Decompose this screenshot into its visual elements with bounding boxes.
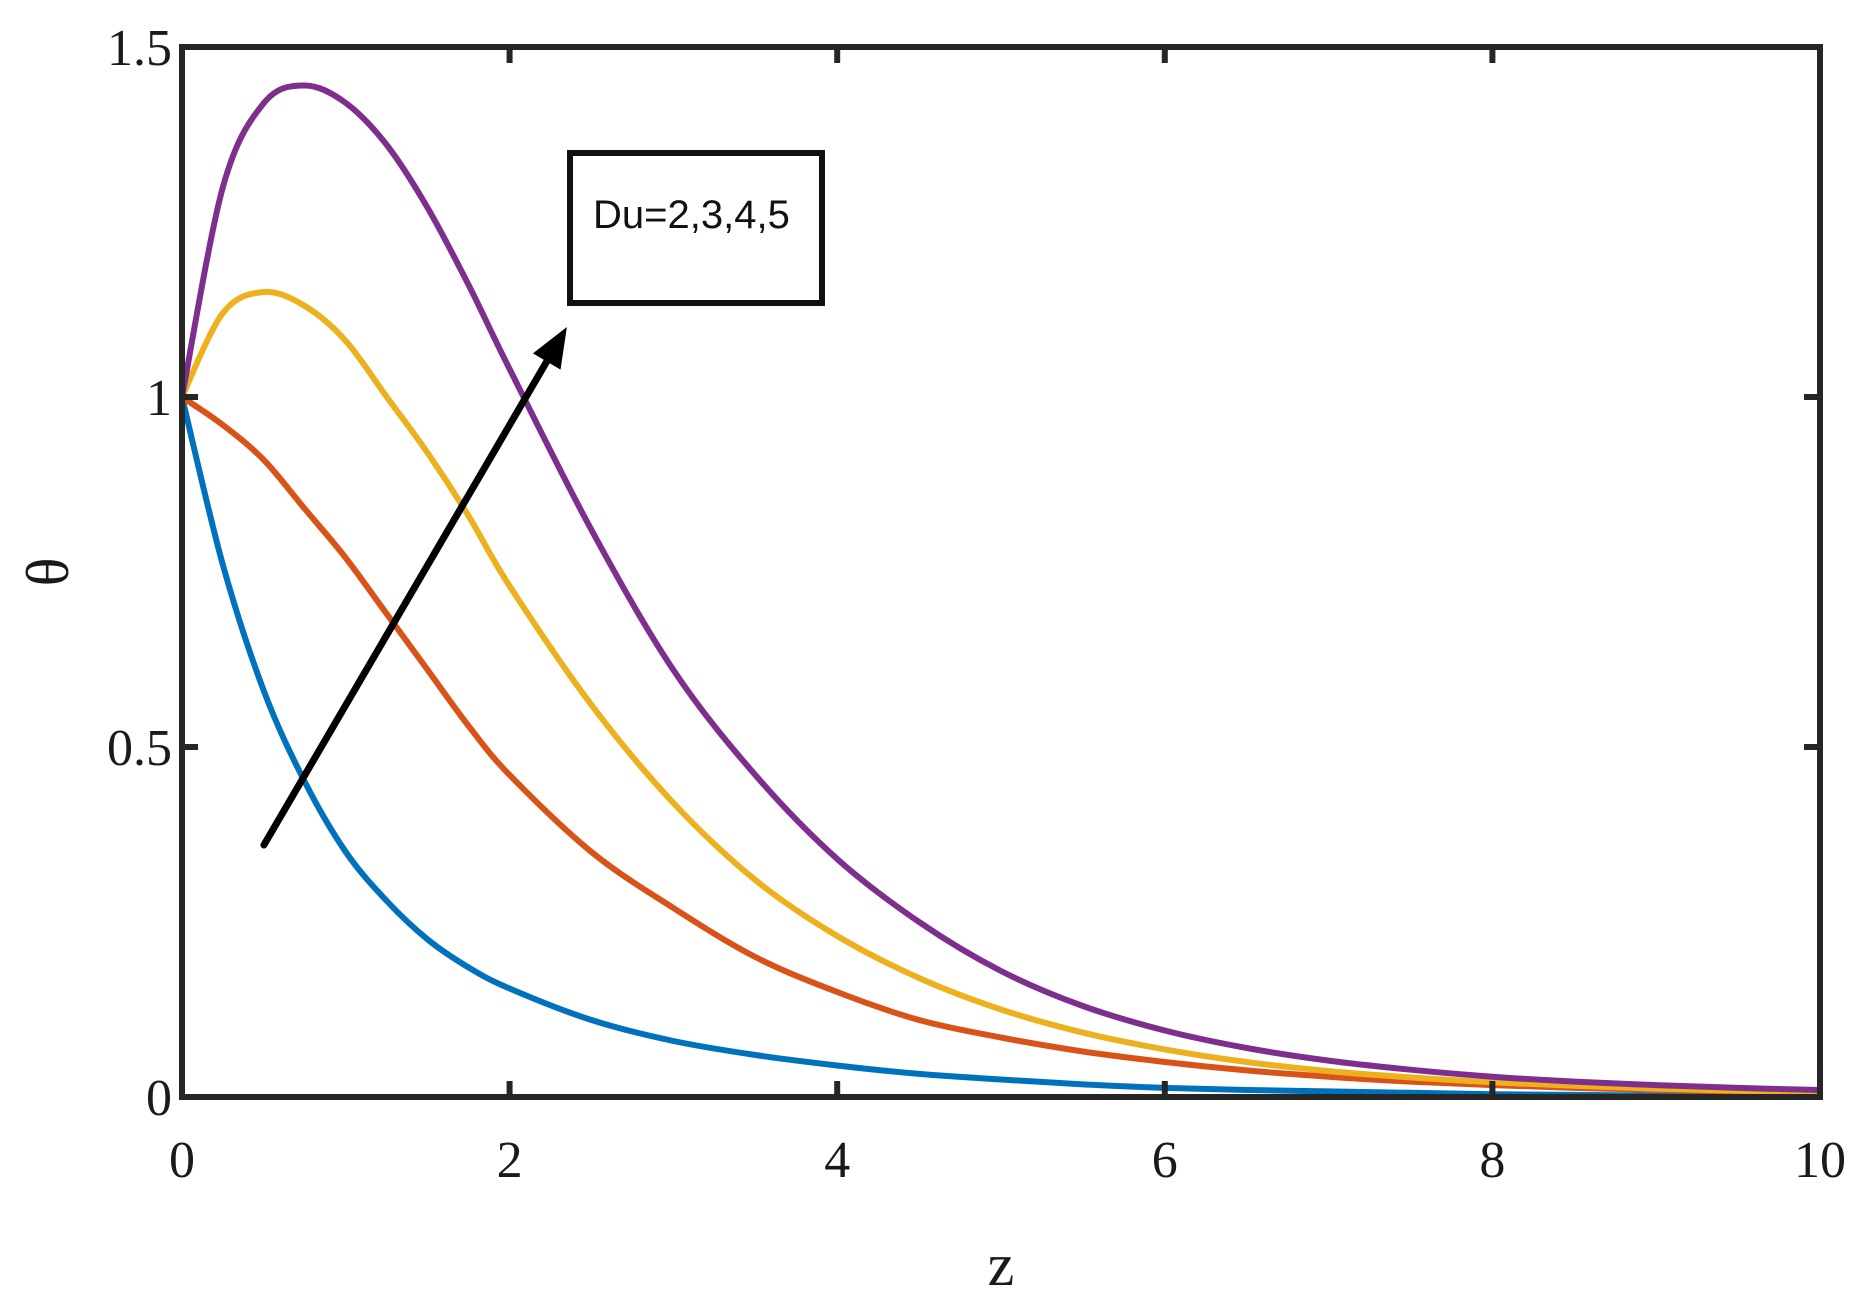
arrow-shaft bbox=[260, 358, 551, 849]
series-line-1 bbox=[179, 394, 1823, 1100]
y-tick-label: 0.5 bbox=[107, 720, 172, 777]
x-tick-label: 4 bbox=[824, 1132, 850, 1189]
arrow-head bbox=[532, 327, 567, 370]
y-tick-label: 1.5 bbox=[107, 20, 172, 77]
x-tick-labels: 0 2 4 6 8 10 bbox=[169, 1132, 1846, 1189]
x-tick-label: 10 bbox=[1794, 1132, 1846, 1189]
x-tick-label: 8 bbox=[1479, 1132, 1505, 1189]
annotation-text: Du=2,3,4,5 bbox=[593, 193, 790, 237]
plot-frame bbox=[179, 44, 1823, 1100]
series-line-4 bbox=[179, 82, 1823, 1093]
x-tick-label: 2 bbox=[497, 1132, 523, 1189]
y-axis-title: θ bbox=[15, 558, 81, 587]
x-axis-title: z bbox=[988, 1232, 1015, 1298]
y-tick-label: 1 bbox=[146, 370, 172, 427]
annotation-box bbox=[567, 150, 825, 306]
y-tick-label: 0 bbox=[146, 1070, 172, 1127]
y-tick-labels: 0 0.5 1 1.5 bbox=[107, 20, 172, 1127]
series-line-2 bbox=[179, 394, 1823, 1096]
series-lines bbox=[179, 82, 1823, 1100]
annotation-arrow bbox=[260, 327, 567, 849]
x-tick-label: 0 bbox=[169, 1132, 195, 1189]
x-tick-label: 6 bbox=[1152, 1132, 1178, 1189]
